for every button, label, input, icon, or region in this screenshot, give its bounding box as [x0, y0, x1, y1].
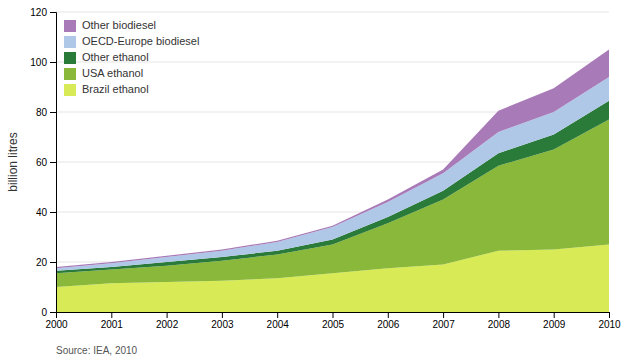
chart: 2000 2001 2002 2003 2004 2005 2006 2007 2008 2009… [0, 0, 629, 360]
x-tick: 2010 [598, 312, 621, 330]
tick-label: 20 [36, 257, 48, 268]
tick-mark [277, 312, 278, 318]
tick-label: 60 [36, 157, 48, 168]
tick-label: 2006 [377, 319, 400, 330]
area [56, 50, 609, 269]
tick-label: 40 [36, 207, 48, 218]
tick-label: 2007 [432, 319, 455, 330]
annotation: Source: IEA, 2010 [56, 345, 138, 356]
tick-mark [50, 312, 56, 313]
y-tick: 120 [30, 7, 56, 18]
x-tick: 2009 [543, 312, 566, 330]
legend-swatch [64, 68, 76, 80]
tick-mark [443, 312, 444, 318]
tick-label: 2010 [598, 319, 621, 330]
legend-label: Brazil ethanol [82, 83, 149, 95]
x-tick: 2005 [322, 312, 345, 330]
y-tick: 60 [36, 157, 56, 168]
tick-mark [498, 312, 499, 318]
legend-swatch [64, 84, 76, 96]
legend-item: Brazil ethanol [64, 83, 149, 96]
tick-label: 2002 [156, 319, 179, 330]
tick-mark [50, 12, 56, 13]
tick-label: 2000 [45, 319, 68, 330]
legend: Other biodiesel OECD-Europe biodiesel Othe… [64, 19, 199, 96]
x-tick: 2003 [211, 312, 234, 330]
tick-mark [609, 312, 610, 318]
y-axis: 0 20 40 60 80 100 120 [30, 7, 56, 318]
legend-label: OECD-Europe biodiesel [82, 35, 199, 47]
legend-item: Other ethanol [64, 51, 149, 64]
y-tick: 0 [41, 307, 56, 318]
tick-mark [167, 312, 168, 318]
x-tick: 2001 [101, 312, 124, 330]
axis-line [50, 13, 57, 313]
tick-label: 120 [30, 7, 47, 18]
tick-label: 2009 [543, 319, 566, 330]
legend-item: OECD-Europe biodiesel [64, 35, 199, 48]
tick-label: 2001 [101, 319, 124, 330]
y-tick: 100 [30, 57, 56, 68]
legend-item: Other biodiesel [64, 19, 156, 32]
legend-swatch [64, 52, 76, 64]
y-tick: 20 [36, 257, 56, 268]
x-tick: 2002 [156, 312, 179, 330]
tick-label: 2003 [211, 319, 234, 330]
tick-label: 2005 [322, 319, 345, 330]
x-tick: 2004 [267, 312, 290, 330]
x-tick: 2007 [432, 312, 455, 330]
tick-mark [388, 312, 389, 318]
y-tick: 40 [36, 207, 56, 218]
axis-line [57, 313, 610, 319]
grid-line [56, 12, 609, 13]
tick-mark [50, 112, 56, 113]
plot: 2000 2001 2002 2003 2004 2005 2006 2007 2008 2009… [30, 7, 621, 330]
tick-mark [554, 312, 555, 318]
x-tick: 2000 [45, 312, 68, 330]
legend-label: Other ethanol [82, 51, 149, 63]
grid [56, 12, 609, 312]
areas [56, 50, 609, 313]
tick-mark [50, 62, 56, 63]
legend-label: USA ethanol [82, 67, 143, 79]
tick-mark [222, 312, 223, 318]
legend-label: Other biodiesel [82, 19, 156, 31]
tick-label: 2008 [488, 319, 511, 330]
tick-mark [50, 262, 56, 263]
y-tick: 80 [36, 107, 56, 118]
x-tick: 2008 [488, 312, 511, 330]
tick-label: 100 [30, 57, 47, 68]
x-axis: 2000 2001 2002 2003 2004 2005 2006 2007 2008 2009… [45, 312, 621, 330]
tick-label: 80 [36, 107, 48, 118]
tick-mark [50, 212, 56, 213]
tick-label: 2004 [267, 319, 290, 330]
legend-swatch [64, 20, 76, 32]
legend-item: USA ethanol [64, 67, 143, 80]
tick-mark [50, 162, 56, 163]
x-tick: 2006 [377, 312, 400, 330]
axis-title: billion litres [6, 132, 20, 191]
tick-mark [111, 312, 112, 318]
legend-swatch [64, 36, 76, 48]
tick-label: 0 [41, 307, 47, 318]
tick-mark [333, 312, 334, 318]
